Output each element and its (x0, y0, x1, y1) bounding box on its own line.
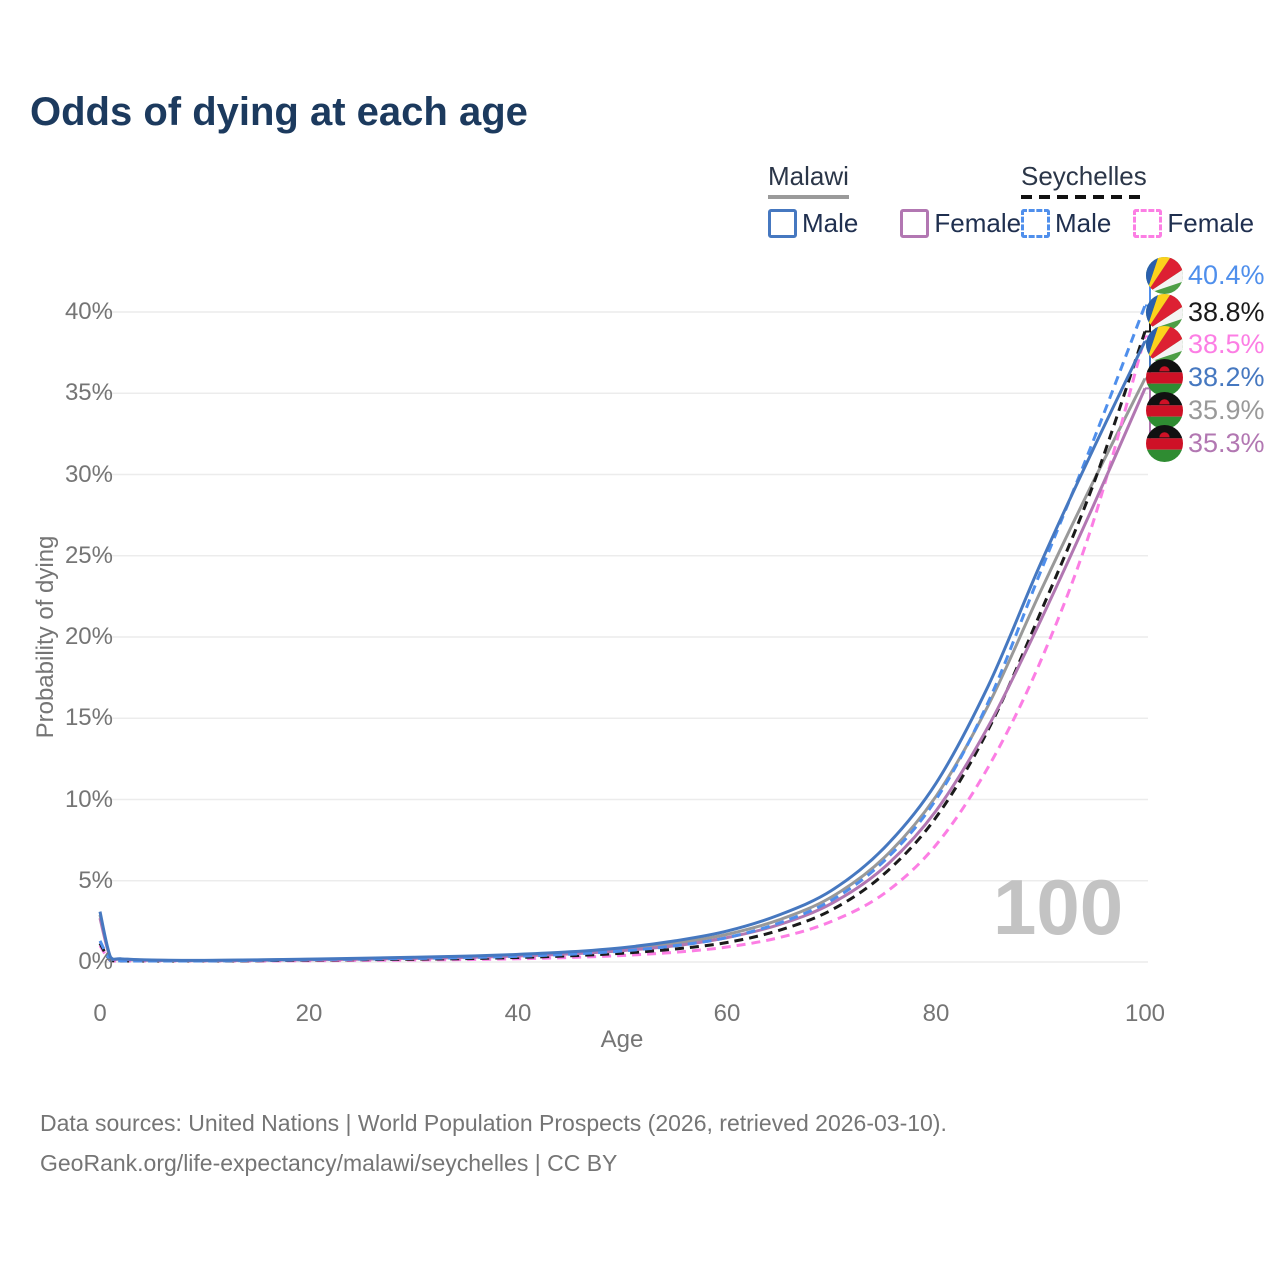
y-tick-label: 40% (64, 298, 113, 325)
seychelles-flag-icon (1146, 293, 1183, 331)
series-line-malawi_both[interactable] (98, 377, 1147, 963)
chart-title: Odds of dying at each age (30, 90, 528, 134)
x-tick-label: 0 (93, 1000, 107, 1027)
legend-items-malawi: Male Female (768, 208, 1021, 239)
seychelles-flag-icon (1146, 256, 1183, 294)
end-label-value: 38.2% (1188, 361, 1265, 392)
y-tick-label: 15% (64, 704, 113, 732)
end-label-value: 38.8% (1188, 296, 1265, 327)
malawi-flag-icon (1146, 424, 1183, 462)
source-line-1: Data sources: United Nations | World Pop… (40, 1110, 947, 1136)
legend-group-seychelles: Seychelles Male Female (1021, 161, 1254, 239)
y-tick-label: 30% (64, 460, 113, 488)
legend-items-seychelles: Male Female (1021, 208, 1254, 239)
series-line-seychelles_male[interactable] (98, 304, 1147, 963)
series-line-seychelles_both[interactable] (98, 331, 1147, 963)
legend-item-label: Male (802, 208, 859, 238)
end-label-value: 35.9% (1188, 394, 1265, 425)
end-label-seychelles_both: 38.8% (1146, 293, 1265, 331)
x-axis-title: Age (600, 1026, 644, 1053)
legend-line-sample-solid (768, 195, 849, 199)
end-label-malawi_male: 38.2% (1146, 358, 1265, 396)
legend-item-malawi-female[interactable]: Female (900, 208, 1021, 239)
series-line-malawi_male[interactable] (98, 340, 1147, 962)
y-tick-label: 5% (78, 866, 113, 894)
x-tick-label: 60 (713, 1000, 741, 1027)
legend-group-malawi: Malawi Male Female (768, 161, 1021, 239)
source-line-2: GeoRank.org/life-expectancy/malawi/seych… (40, 1150, 618, 1176)
legend-swatch-dashed-blue (1021, 209, 1050, 238)
x-tick-label: 80 (922, 1000, 950, 1027)
end-label-malawi_both: 35.9% (1146, 391, 1265, 429)
legend-country-label: Malawi (768, 161, 849, 191)
x-tick-label: 20 (295, 1000, 323, 1027)
legend-swatch-solid-blue (768, 209, 797, 238)
age-counter-watermark: 100 (993, 863, 1124, 951)
y-axis-title: Probability of dying (32, 535, 59, 739)
end-label-seychelles_male: 40.4% (1146, 256, 1265, 294)
legend-country-malawi: Malawi (768, 161, 849, 199)
y-tick-label: 0% (78, 948, 113, 975)
plot-area (97, 274, 1154, 963)
legend-line-sample-dashed (1021, 195, 1147, 199)
y-tick-label: 20% (64, 623, 113, 650)
end-label-seychelles_female: 38.5% (1146, 325, 1265, 363)
legend-swatch-solid-purple (900, 209, 930, 238)
y-tick-label: 25% (64, 541, 113, 569)
y-tick-label: 10% (64, 785, 113, 813)
end-label-value: 40.4% (1188, 259, 1265, 290)
legend-item-label: Male (1055, 208, 1112, 238)
y-tick-label: 35% (64, 379, 113, 407)
legend-swatch-dashed-pink (1133, 209, 1163, 238)
x-tick-label: 100 (1124, 1000, 1166, 1027)
legend-item-seychelles-male[interactable]: Male (1021, 208, 1111, 239)
series-line-seychelles_female[interactable] (98, 335, 1147, 963)
legend-country-label: Seychelles (1021, 161, 1147, 191)
malawi-flag-icon (1146, 358, 1183, 396)
legend-item-label: Female (934, 208, 1022, 238)
seychelles-flag-icon (1146, 325, 1183, 363)
end-label-malawi_female: 35.3% (1146, 424, 1265, 462)
legend-item-malawi-male[interactable]: Male (768, 208, 858, 239)
malawi-flag-icon (1146, 391, 1183, 429)
legend-country-seychelles: Seychelles (1021, 161, 1147, 199)
end-label-value: 38.5% (1188, 328, 1265, 359)
legend-item-label: Female (1167, 208, 1255, 238)
end-label-value: 35.3% (1188, 427, 1265, 458)
legend-item-seychelles-female[interactable]: Female (1133, 208, 1254, 239)
x-tick-label: 40 (504, 1000, 532, 1027)
